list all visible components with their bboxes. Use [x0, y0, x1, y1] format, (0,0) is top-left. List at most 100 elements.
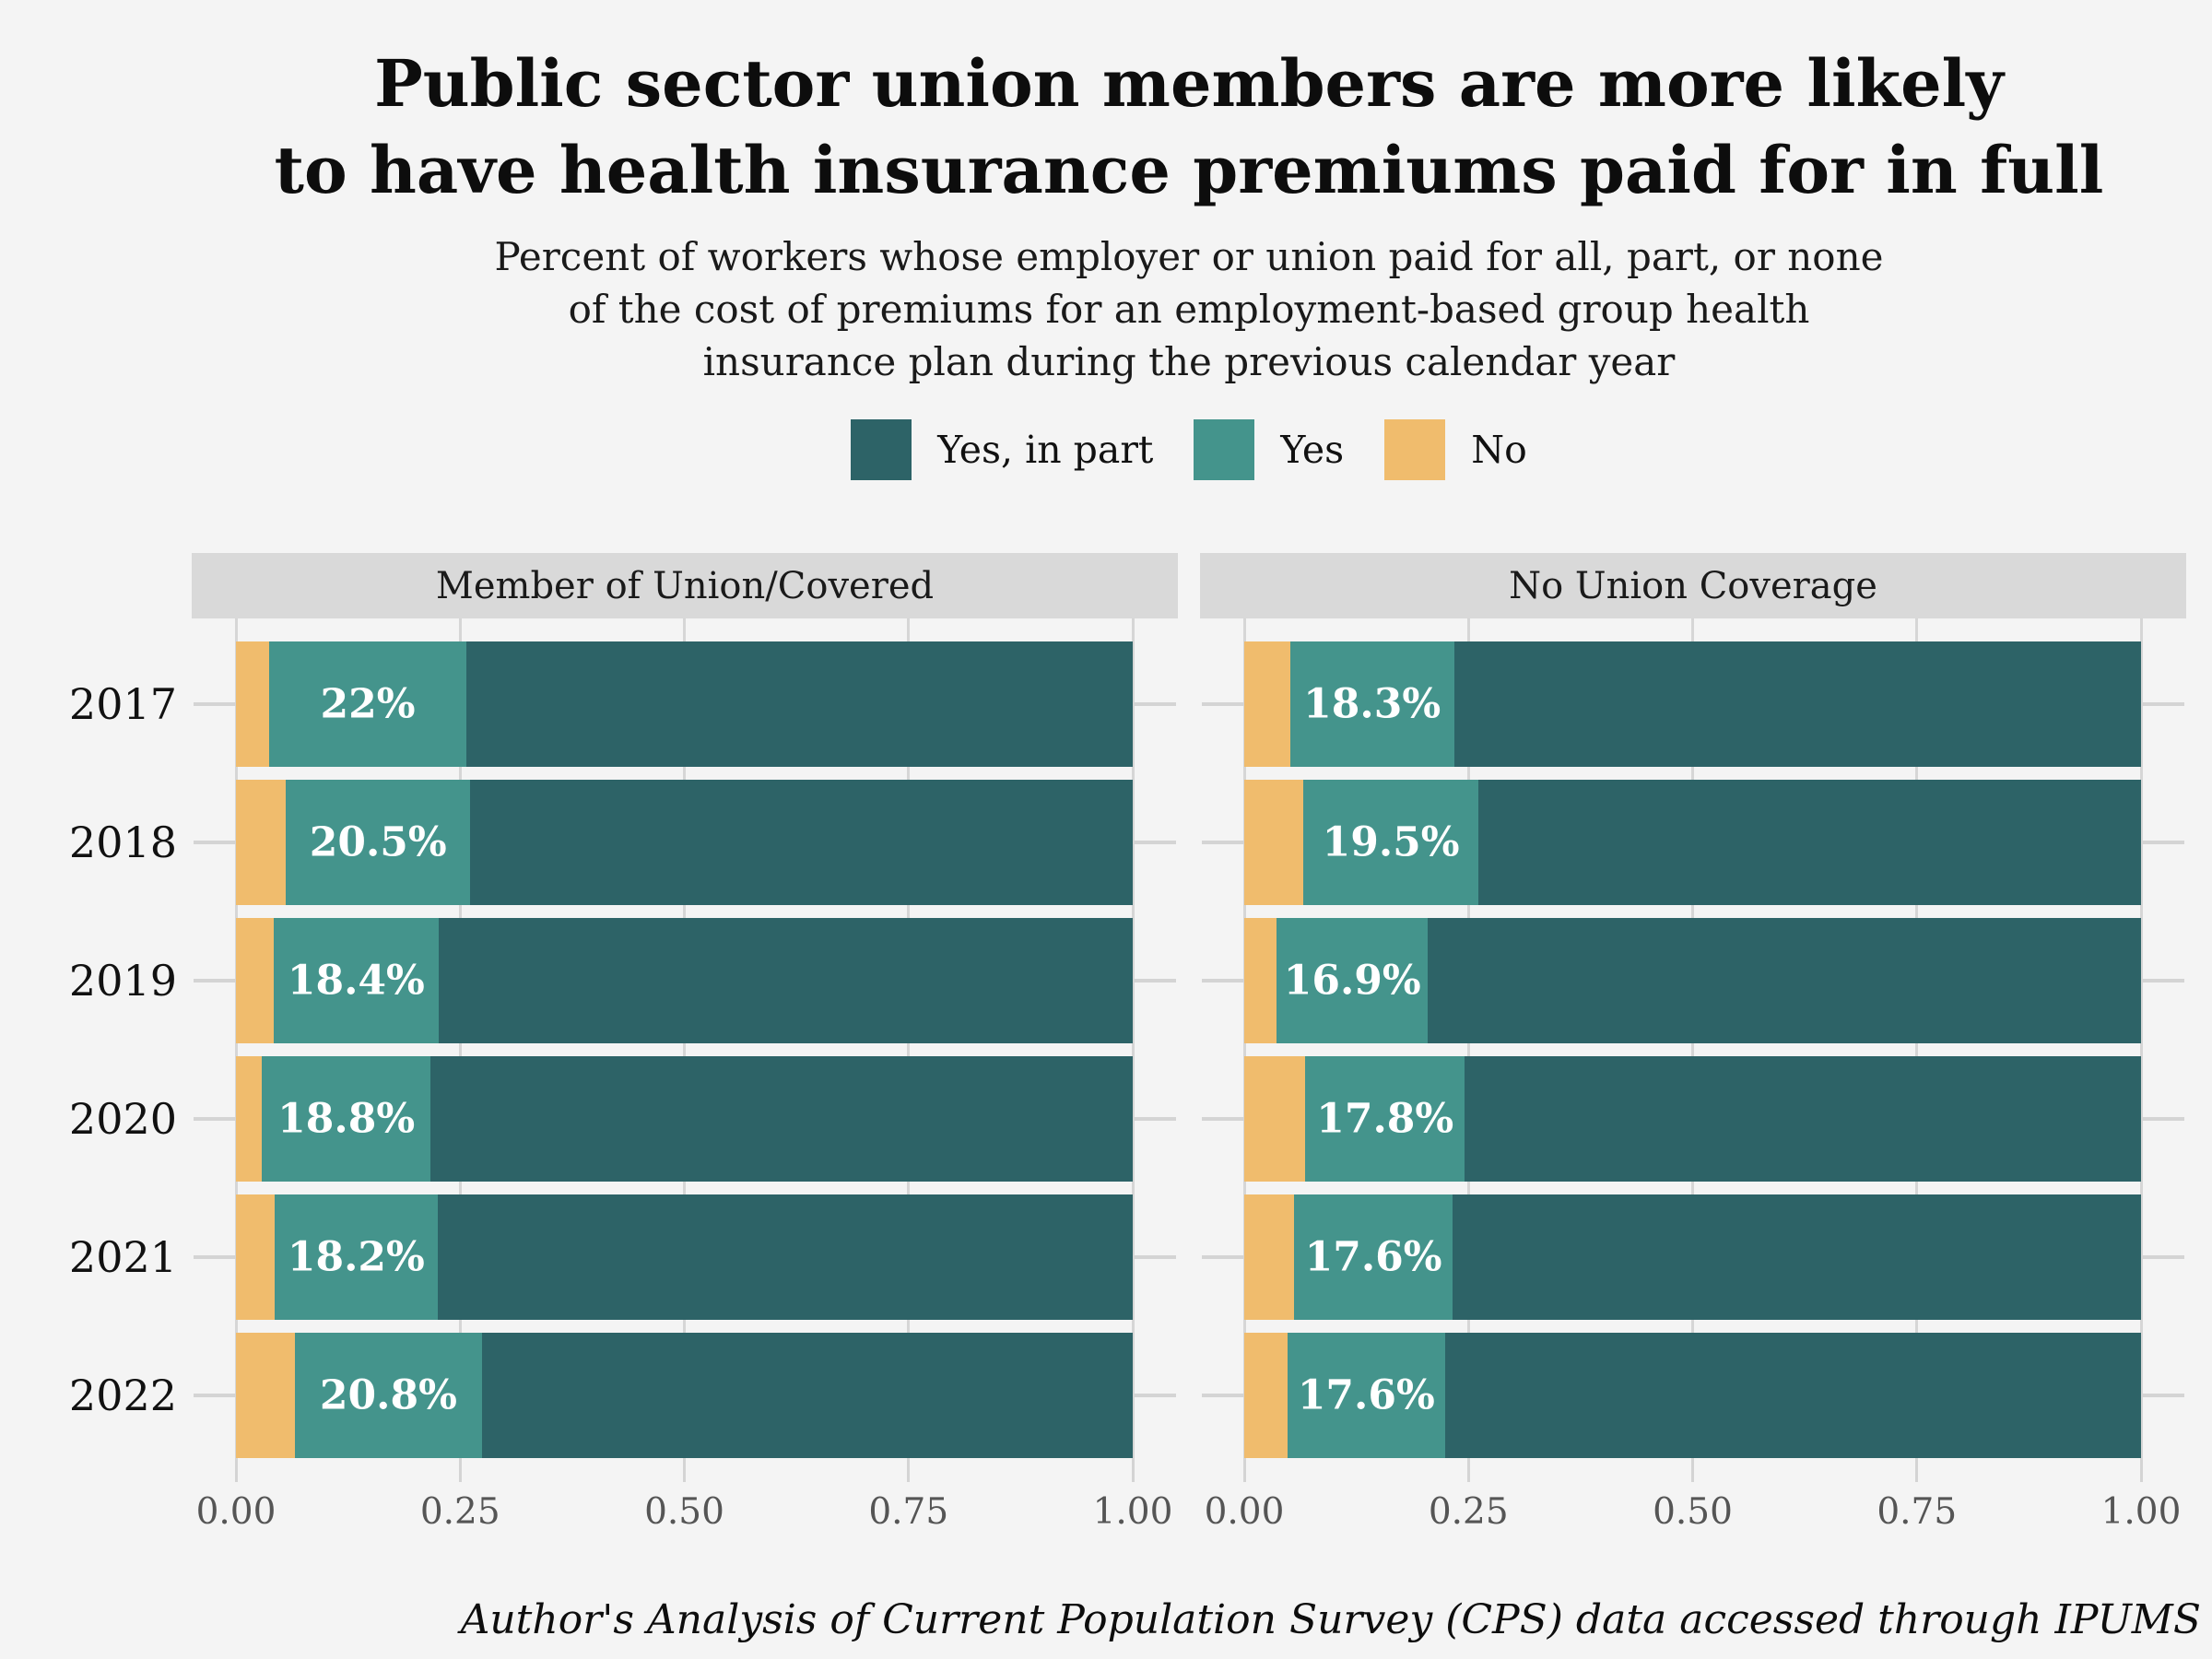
year-label-2021: 2021 — [68, 1232, 177, 1282]
bar-segment-2021-yes-in-part — [1452, 1194, 2141, 1320]
gridline-1.00 — [1131, 618, 1135, 1460]
chart-subtitle-line3: insurance plan during the previous calen… — [702, 339, 1676, 384]
bar-segment-2017-no — [1244, 641, 1290, 767]
x-tick-0.25 — [1466, 1460, 1470, 1482]
year-label-2019: 2019 — [68, 956, 177, 1006]
bar-value-label-2021: 17.6% — [1304, 1233, 1442, 1281]
year-label-2018: 2018 — [68, 818, 177, 867]
y-tick-left-2021 — [194, 1255, 236, 1259]
chart-title-line1: Public sector union members are more lik… — [374, 45, 2004, 122]
x-tick-0.25 — [458, 1460, 462, 1482]
bar-segment-2019-no — [1244, 918, 1277, 1043]
bar-segment-2022-yes — [295, 1333, 482, 1458]
y-tick-right-2020 — [1134, 1117, 1176, 1121]
bar-segment-2020-yes — [1305, 1056, 1465, 1182]
bar-segment-2022-yes-in-part — [1444, 1333, 2141, 1458]
legend-item-yes-in-part: Yes, in part — [851, 419, 1153, 480]
bar-segment-2019-yes — [273, 918, 439, 1043]
y-tick-left-2018 — [1202, 841, 1244, 844]
bar-segment-2021-yes-in-part — [437, 1194, 1133, 1320]
y-tick-right-2021 — [1134, 1255, 1176, 1259]
bar-value-label-2018: 20.5% — [309, 818, 447, 866]
bar-segment-2019-no — [236, 918, 274, 1043]
y-tick-right-2022 — [2142, 1394, 2184, 1397]
x-tick-1.00 — [2139, 1460, 2143, 1482]
x-tick-label-1.00: 1.00 — [2100, 1491, 2182, 1533]
panel-no-union: No Union Coverage 18.3% 19.5% 16.9% 17.8% 17… — [1200, 553, 2186, 1594]
year-label-2020: 2020 — [68, 1094, 177, 1144]
y-tick-left-2020 — [1202, 1117, 1244, 1121]
bar-segment-2022-yes-in-part — [481, 1333, 1133, 1458]
chart-title: Public sector union members are more lik… — [166, 41, 2212, 214]
bar-segment-2018-yes — [1303, 780, 1478, 905]
legend-swatch-yes — [1194, 419, 1255, 480]
bar-segment-2018-yes — [286, 780, 470, 905]
x-tick-label-0.25: 0.25 — [419, 1491, 500, 1533]
y-tick-right-2019 — [2142, 979, 2184, 982]
bar-segment-2017-yes-in-part — [466, 641, 1133, 767]
y-tick-right-2020 — [2142, 1117, 2184, 1121]
y-tick-left-2022 — [1202, 1394, 1244, 1397]
bar-segment-2019-yes-in-part — [1428, 918, 2141, 1043]
x-tick-label-0.00: 0.00 — [1204, 1491, 1285, 1533]
y-tick-left-2019 — [194, 979, 236, 982]
x-tick-label-1.00: 1.00 — [1092, 1491, 1173, 1533]
bar-segment-2020-no — [236, 1056, 263, 1182]
legend-label-yes: Yes — [1280, 428, 1345, 472]
y-tick-left-2021 — [1202, 1255, 1244, 1259]
bar-segment-2017-yes-in-part — [1453, 641, 2141, 767]
y-tick-right-2019 — [1134, 979, 1176, 982]
bar-segment-2018-no — [236, 780, 287, 905]
y-tick-right-2018 — [2142, 841, 2184, 844]
panel-no-union-plot: 18.3% 19.5% 16.9% 17.8% 17.6% 17.6% — [1200, 618, 2186, 1460]
x-tick-label-0.00: 0.00 — [195, 1491, 276, 1533]
x-tick-0.00 — [234, 1460, 238, 1482]
bar-segment-2020-no — [1244, 1056, 1306, 1182]
bar-value-label-2018: 19.5% — [1322, 818, 1460, 866]
bar-segment-2022-yes — [1287, 1333, 1445, 1458]
y-tick-right-2021 — [2142, 1255, 2184, 1259]
chart-title-line2: to have health insurance premiums paid f… — [274, 132, 2104, 208]
bar-value-label-2022: 17.6% — [1297, 1371, 1435, 1419]
y-tick-left-2022 — [194, 1394, 236, 1397]
y-tick-right-2022 — [1134, 1394, 1176, 1397]
bar-segment-2018-yes-in-part — [1477, 780, 2141, 905]
bar-segment-2021-yes — [274, 1194, 438, 1320]
x-tick-label-0.50: 0.50 — [1653, 1491, 1733, 1533]
y-tick-left-2017 — [194, 702, 236, 706]
bar-value-label-2020: 17.8% — [1316, 1095, 1454, 1143]
bar-segment-2021-no — [1244, 1194, 1295, 1320]
legend-item-yes: Yes — [1194, 419, 1344, 480]
legend: Yes, in part Yes No — [166, 419, 2212, 480]
year-label-2017: 2017 — [68, 679, 177, 729]
y-tick-left-2020 — [194, 1117, 236, 1121]
y-tick-left-2017 — [1202, 702, 1244, 706]
y-tick-left-2018 — [194, 841, 236, 844]
x-tick-1.00 — [1131, 1460, 1135, 1482]
x-tick-label-0.25: 0.25 — [1428, 1491, 1509, 1533]
bar-segment-2017-yes — [1289, 641, 1454, 767]
bar-value-label-2017: 22% — [320, 680, 416, 728]
gridline-1.00 — [2139, 618, 2143, 1460]
bar-segment-2021-no — [236, 1194, 275, 1320]
bar-value-label-2022: 20.8% — [319, 1371, 457, 1419]
bar-value-label-2019: 16.9% — [1283, 957, 1421, 1005]
y-tick-left-2019 — [1202, 979, 1244, 982]
y-tick-right-2018 — [1134, 841, 1176, 844]
bar-segment-2018-yes-in-part — [469, 780, 1133, 905]
bar-segment-2017-yes — [269, 641, 467, 767]
x-tick-label-0.75: 0.75 — [1877, 1491, 1958, 1533]
x-tick-label-0.75: 0.75 — [868, 1491, 949, 1533]
bar-value-label-2021: 18.2% — [287, 1233, 425, 1281]
y-tick-right-2017 — [2142, 702, 2184, 706]
panel-union: Member of Union/Covered 22% 20.5% 18.4% 18.… — [192, 553, 1178, 1594]
chart-subtitle-line2: of the cost of premiums for an employmen… — [568, 287, 1810, 332]
x-tick-0.75 — [907, 1460, 911, 1482]
chart-subtitle: Percent of workers whose employer or uni… — [166, 230, 2212, 388]
bar-value-label-2019: 18.4% — [287, 957, 425, 1005]
y-tick-right-2017 — [1134, 702, 1176, 706]
legend-label-no: No — [1471, 428, 1527, 472]
year-label-2022: 2022 — [68, 1371, 177, 1420]
panel-union-plot: 22% 20.5% 18.4% 18.8% 18.2% 20.8% — [192, 618, 1178, 1460]
